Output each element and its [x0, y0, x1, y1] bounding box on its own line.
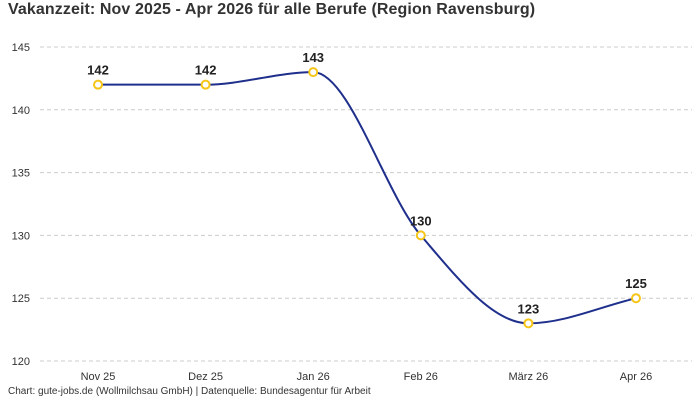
data-markers — [93, 67, 641, 329]
data-label: 142 — [195, 63, 217, 78]
data-point-marker — [523, 318, 534, 329]
data-label: 125 — [625, 276, 647, 291]
x-tick-label: Nov 25 — [81, 371, 116, 383]
data-label: 142 — [87, 63, 109, 78]
data-point-marker — [631, 293, 641, 304]
y-axis-tick-labels: 120 125 130 135 140 145 — [12, 42, 30, 368]
x-tick-label: Dez 25 — [188, 371, 223, 383]
series-line — [98, 71, 637, 325]
x-tick-label: Apr 26 — [620, 371, 652, 383]
data-point-marker — [415, 230, 426, 241]
data-point-marker — [93, 79, 103, 90]
y-tick-label-135: 135 — [12, 168, 30, 180]
gridlines — [40, 46, 692, 362]
data-label: 123 — [518, 301, 540, 316]
y-tick-label-130: 130 — [12, 230, 30, 242]
y-tick-label-125: 125 — [12, 293, 30, 305]
y-tick-label-145: 145 — [12, 42, 30, 54]
data-label: 143 — [302, 50, 324, 65]
chart-source-footer: Chart: gute-jobs.de (Wollmilchsau GmbH) … — [8, 386, 371, 397]
series-line-layer — [98, 71, 637, 325]
data-label: 130 — [410, 213, 432, 228]
y-tick-label-120: 120 — [12, 356, 30, 368]
data-point-marker — [308, 67, 319, 78]
data-labels: 142 142 143 130 123 125 — [87, 50, 647, 316]
data-point-marker — [200, 79, 211, 90]
x-tick-label: Jan 26 — [297, 371, 330, 383]
y-tick-label-140: 140 — [12, 105, 30, 117]
x-tick-label: März 26 — [509, 371, 549, 383]
chart-title: Vakanzzeit: Nov 2025 - Apr 2026 für alle… — [8, 1, 536, 18]
x-axis-tick-labels: Nov 25 Dez 25 Jan 26 Feb 26 März 26 Apr 26 — [81, 371, 653, 383]
x-tick-label: Feb 26 — [404, 371, 438, 383]
